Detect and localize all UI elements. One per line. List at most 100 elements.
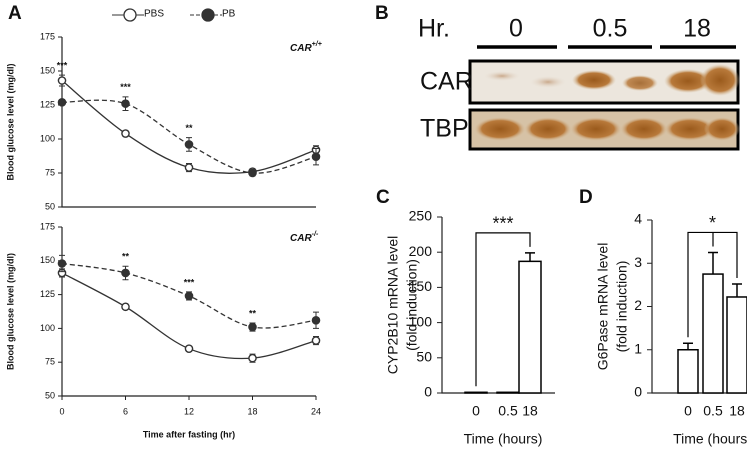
data-point [184, 163, 194, 172]
y-axis-label: G6Pase mRNA level [595, 243, 611, 371]
data-point [184, 344, 194, 353]
blot-time-label: Hr. [418, 15, 450, 43]
y-axis-label: (fold induction) [614, 261, 630, 353]
bar [496, 391, 520, 394]
x-tick-label: 0 [684, 403, 692, 419]
significance-bracket [687, 231, 738, 338]
panel-letter: C [376, 187, 390, 208]
bar [726, 296, 747, 394]
error-bar [708, 251, 718, 275]
y-tick-label: 175 [40, 221, 55, 231]
axis [61, 227, 316, 397]
axis [61, 37, 316, 208]
data-point [121, 268, 130, 278]
legend-label: PB [222, 9, 236, 20]
x-tick-label: 0 [59, 406, 64, 416]
blot-band [530, 76, 566, 88]
y-tick-label: 175 [40, 31, 55, 41]
data-point [121, 302, 130, 312]
data-point [311, 152, 321, 161]
data-point [248, 322, 257, 332]
panel-label: CAR-/- [290, 231, 319, 244]
x-axis-label: Time after fasting (hr) [143, 429, 235, 439]
bar [702, 273, 724, 394]
y-tick-label: 150 [409, 278, 433, 294]
data-point [248, 353, 257, 363]
significance: ** [249, 308, 257, 318]
y-axis-label: Blood glucose level (mg/dl) [5, 253, 15, 370]
significance: ** [122, 252, 130, 262]
blot-band [664, 117, 716, 141]
x-axis-label: Time (hours) [464, 431, 543, 447]
y-tick-label: 250 [409, 208, 433, 224]
y-tick-label: 100 [409, 313, 433, 329]
label-text: CAR [290, 233, 312, 244]
x-tick-label: 18 [729, 403, 745, 419]
x-tick-label: 12 [184, 406, 194, 416]
y-tick-label: 100 [40, 323, 55, 333]
significance: ** [185, 123, 193, 133]
error-bar [732, 283, 742, 297]
label-sup: +/+ [312, 41, 322, 48]
y-tick-label: 75 [45, 167, 55, 177]
blot-time: 18 [683, 15, 711, 43]
y-tick-label: 150 [40, 255, 55, 265]
blot-band [570, 117, 622, 141]
x-tick-label: 6 [123, 406, 128, 416]
label-text: CAR [290, 43, 312, 54]
y-tick-label: 50 [45, 201, 55, 211]
y-tick-label: 200 [409, 243, 433, 259]
bar [677, 349, 699, 394]
data-point [57, 76, 67, 85]
x-tick-label: 24 [311, 406, 321, 416]
blot-time: 0.5 [593, 15, 628, 43]
panel-letter: A [8, 3, 22, 24]
blot-time: 0 [509, 15, 523, 43]
data-point [184, 291, 194, 301]
x-tick-label: 18 [247, 406, 257, 416]
y-tick-label: 50 [45, 390, 55, 400]
bar [518, 260, 542, 394]
x-axis-label: Time (hours) [673, 431, 747, 447]
data-point [121, 99, 130, 108]
blot-band [622, 75, 658, 91]
blot-band [664, 69, 712, 93]
legend-marker [201, 8, 215, 22]
bar [464, 391, 488, 394]
significance: *** [120, 82, 131, 92]
blot-band [524, 117, 572, 141]
y-tick-label: 2 [634, 297, 642, 313]
data-point [184, 140, 194, 149]
blot-band [474, 117, 526, 141]
x-tick-label: 0 [472, 403, 480, 419]
y-axis-label: Blood glucose level (mg/dl) [5, 63, 15, 180]
legend-label: PBS [144, 9, 164, 20]
label-sup: -/- [312, 231, 319, 238]
significance: *** [57, 60, 68, 70]
data-point [57, 97, 67, 107]
y-tick-label: 3 [634, 254, 642, 270]
y-tick-label: 125 [40, 289, 55, 299]
significance-bracket [475, 232, 531, 387]
y-tick-label: 125 [40, 99, 55, 109]
blot-row-label: CAR [420, 68, 473, 96]
data-point [311, 315, 321, 325]
error-bar [525, 252, 535, 262]
blot-band [484, 71, 520, 81]
blot-band [704, 117, 740, 141]
significance: *** [184, 277, 195, 287]
blot-band [572, 70, 616, 90]
error-bar [683, 342, 693, 350]
panel-letter: D [579, 187, 593, 208]
y-tick-label: 1 [634, 340, 642, 356]
x-tick-label: 0.5 [703, 403, 723, 419]
y-tick-label: 4 [634, 211, 642, 227]
blot-row-label: TBP [420, 115, 469, 143]
y-axis-label: (fold induction) [404, 259, 420, 351]
series-line [61, 99, 317, 174]
panel-letter: B [375, 3, 389, 24]
x-tick-label: 18 [522, 403, 538, 419]
x-tick-label: 0.5 [498, 403, 518, 419]
